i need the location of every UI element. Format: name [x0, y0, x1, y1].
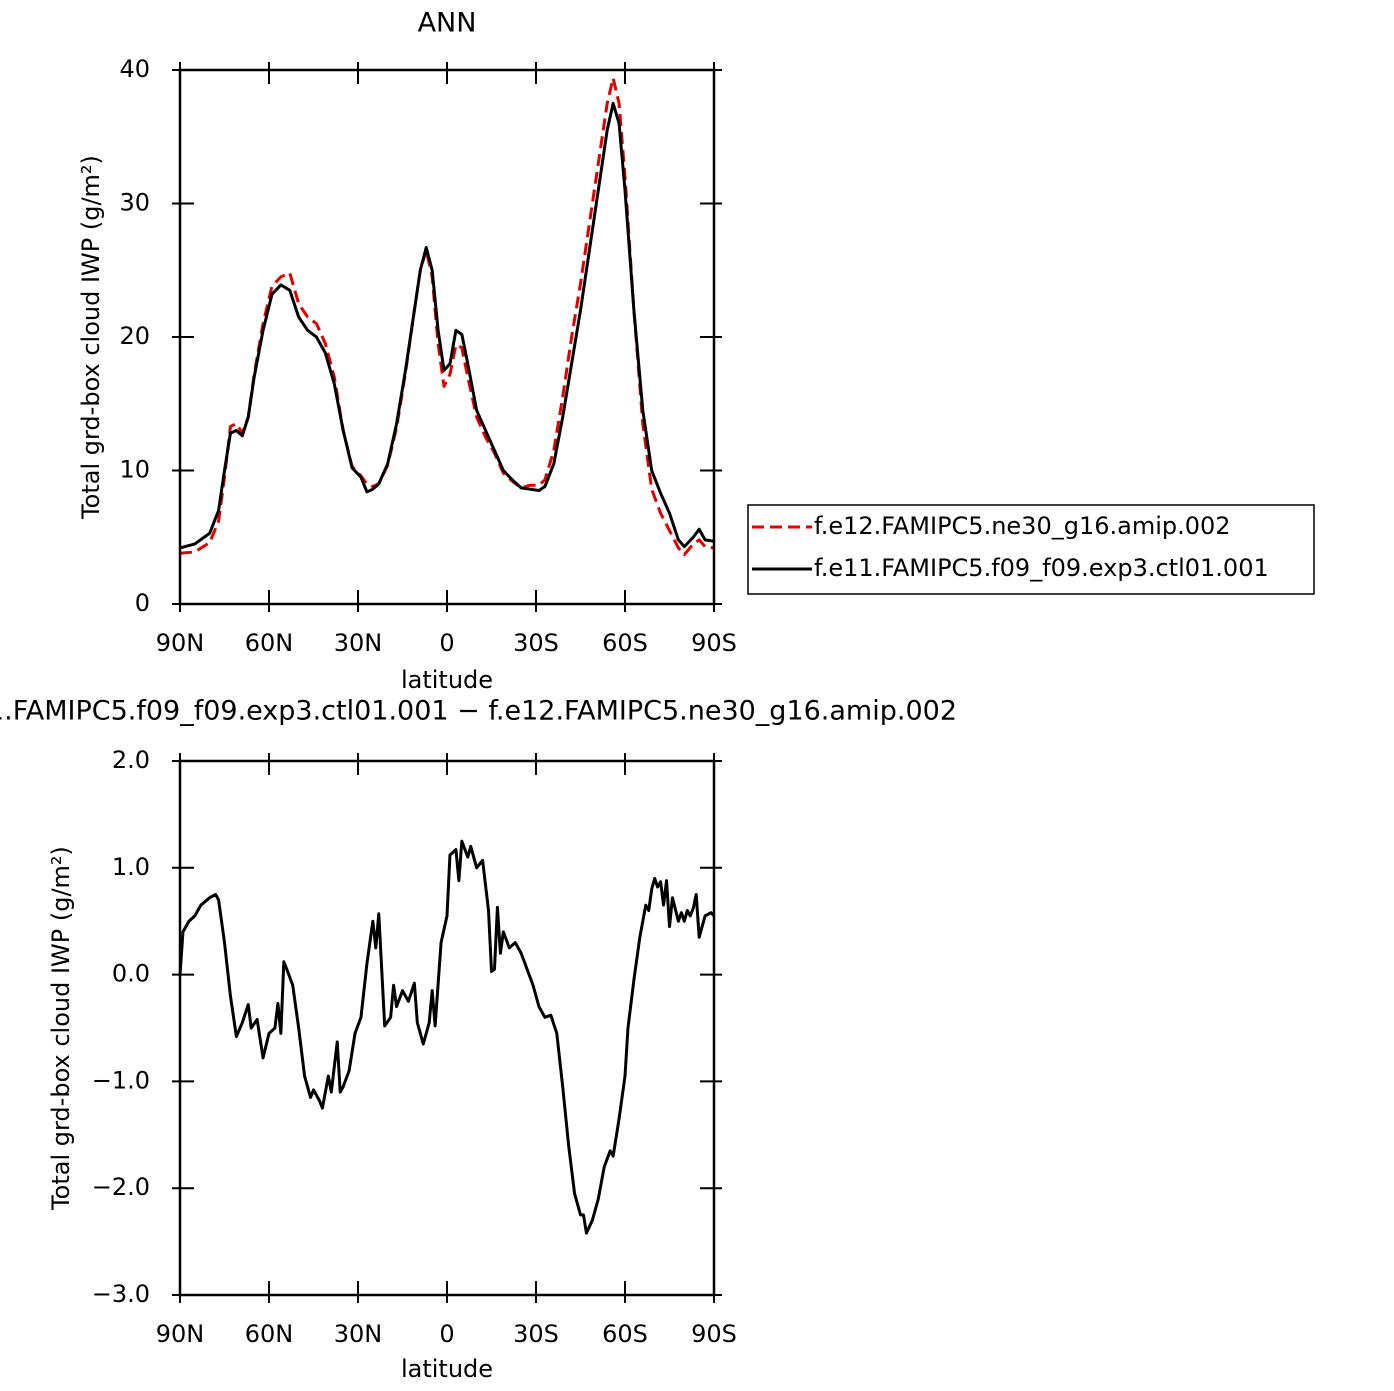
- y-axis-label: Total grd-box cloud IWP (g/m²): [77, 155, 105, 520]
- x-tick-label: 30N: [334, 629, 383, 657]
- y-tick-label: 0.0: [112, 960, 150, 988]
- data-line: [179, 101, 715, 550]
- x-tick-label: 30N: [334, 1320, 383, 1348]
- x-axis-label: latitude: [401, 1355, 493, 1383]
- x-tick-label: 0: [439, 629, 454, 657]
- x-tick-label: 0: [439, 1320, 454, 1348]
- x-tick-label: 90S: [691, 1320, 737, 1348]
- x-tick-label: 60N: [245, 629, 294, 657]
- x-tick-label: 60N: [245, 1320, 294, 1348]
- chart-title: f.e11.FAMIPC5.f09_f09.exp3.ctl01.001 − f…: [0, 696, 957, 727]
- x-tick-label: 30S: [513, 1320, 559, 1348]
- legend-label: f.e12.FAMIPC5.ne30_g16.amip.002: [814, 512, 1231, 540]
- y-tick-label: 40: [119, 55, 150, 83]
- y-tick-label: 10: [119, 456, 150, 484]
- y-tick-label: 20: [119, 322, 150, 350]
- x-tick-label: 30S: [513, 629, 559, 657]
- y-tick-label: 1.0: [112, 853, 150, 881]
- y-tick-label: −2.0: [92, 1173, 150, 1201]
- x-tick-label: 90S: [691, 629, 737, 657]
- y-tick-label: 0: [135, 589, 150, 617]
- y-tick-label: 30: [119, 189, 150, 217]
- y-axis-label: Total grd-box cloud IWP (g/m²): [47, 846, 75, 1211]
- data-line: [178, 839, 716, 1235]
- x-tick-label: 60S: [602, 1320, 648, 1348]
- x-tick-label: 90N: [156, 1320, 205, 1348]
- chart-title: ANN: [418, 8, 477, 39]
- x-tick-label: 60S: [602, 629, 648, 657]
- x-axis-label: latitude: [401, 666, 493, 694]
- plot-frame: [178, 759, 716, 1297]
- legend-label: f.e11.FAMIPC5.f09_f09.exp3.ctl01.001: [814, 554, 1269, 582]
- plot-frame: [178, 68, 716, 606]
- x-tick-label: 90N: [156, 629, 205, 657]
- y-tick-label: 2.0: [112, 746, 150, 774]
- legend-box: [747, 504, 1315, 595]
- y-tick-label: −3.0: [92, 1280, 150, 1308]
- y-tick-label: −1.0: [92, 1066, 150, 1094]
